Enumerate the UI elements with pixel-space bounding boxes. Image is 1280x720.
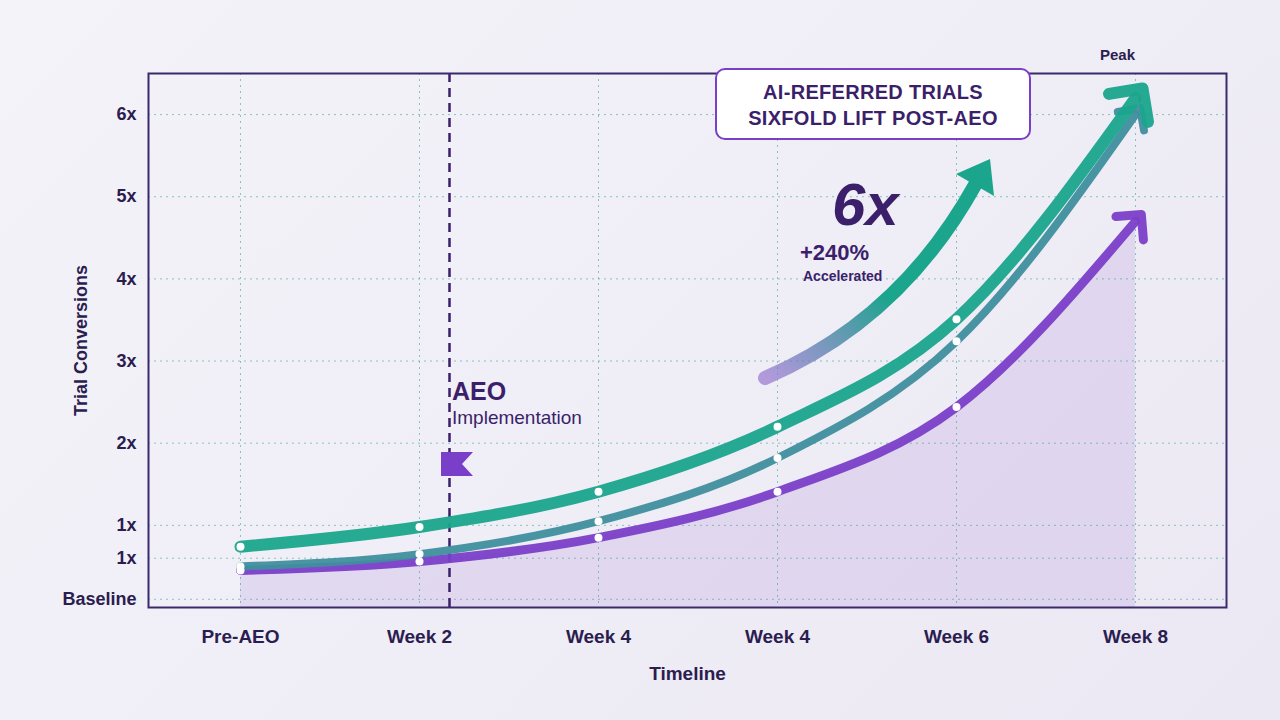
svg-text:2x: 2x	[116, 433, 136, 453]
svg-text:1x: 1x	[116, 515, 136, 535]
svg-text:Pre-AEO: Pre-AEO	[201, 626, 279, 647]
svg-text:1x: 1x	[116, 548, 136, 568]
svg-text:Timeline: Timeline	[649, 663, 726, 684]
html-text:Peak: Peak	[1100, 46, 1135, 63]
svg-text:5x: 5x	[116, 186, 136, 206]
svg-text:3x: 3x	[116, 351, 136, 371]
html-text:Implementation: Implementation	[452, 407, 582, 428]
html-text:AI-REFERRED TRIALS SIXFOLD LIF: AI-REFERRED TRIALS SIXFOLD LIFT POST-AEO	[748, 81, 998, 129]
svg-text:4x: 4x	[116, 269, 136, 289]
svg-text:Week 4: Week 4	[566, 626, 632, 647]
html-text:6x: 6x	[832, 171, 899, 238]
svg-text:Trial Conversions: Trial Conversions	[71, 265, 91, 416]
svg-text:Baseline: Baseline	[62, 589, 136, 609]
html-text:AEO: AEO	[452, 377, 507, 405]
html-text:Accelerated: Accelerated	[803, 268, 883, 284]
svg-text:Week 6: Week 6	[924, 626, 989, 647]
svg-text:Week 8: Week 8	[1103, 626, 1168, 647]
svg-text:Week 4: Week 4	[745, 626, 811, 647]
svg-text:Week 2: Week 2	[387, 626, 452, 647]
svg-text:6x: 6x	[116, 104, 136, 124]
html-text:+240%: +240%	[800, 240, 870, 265]
